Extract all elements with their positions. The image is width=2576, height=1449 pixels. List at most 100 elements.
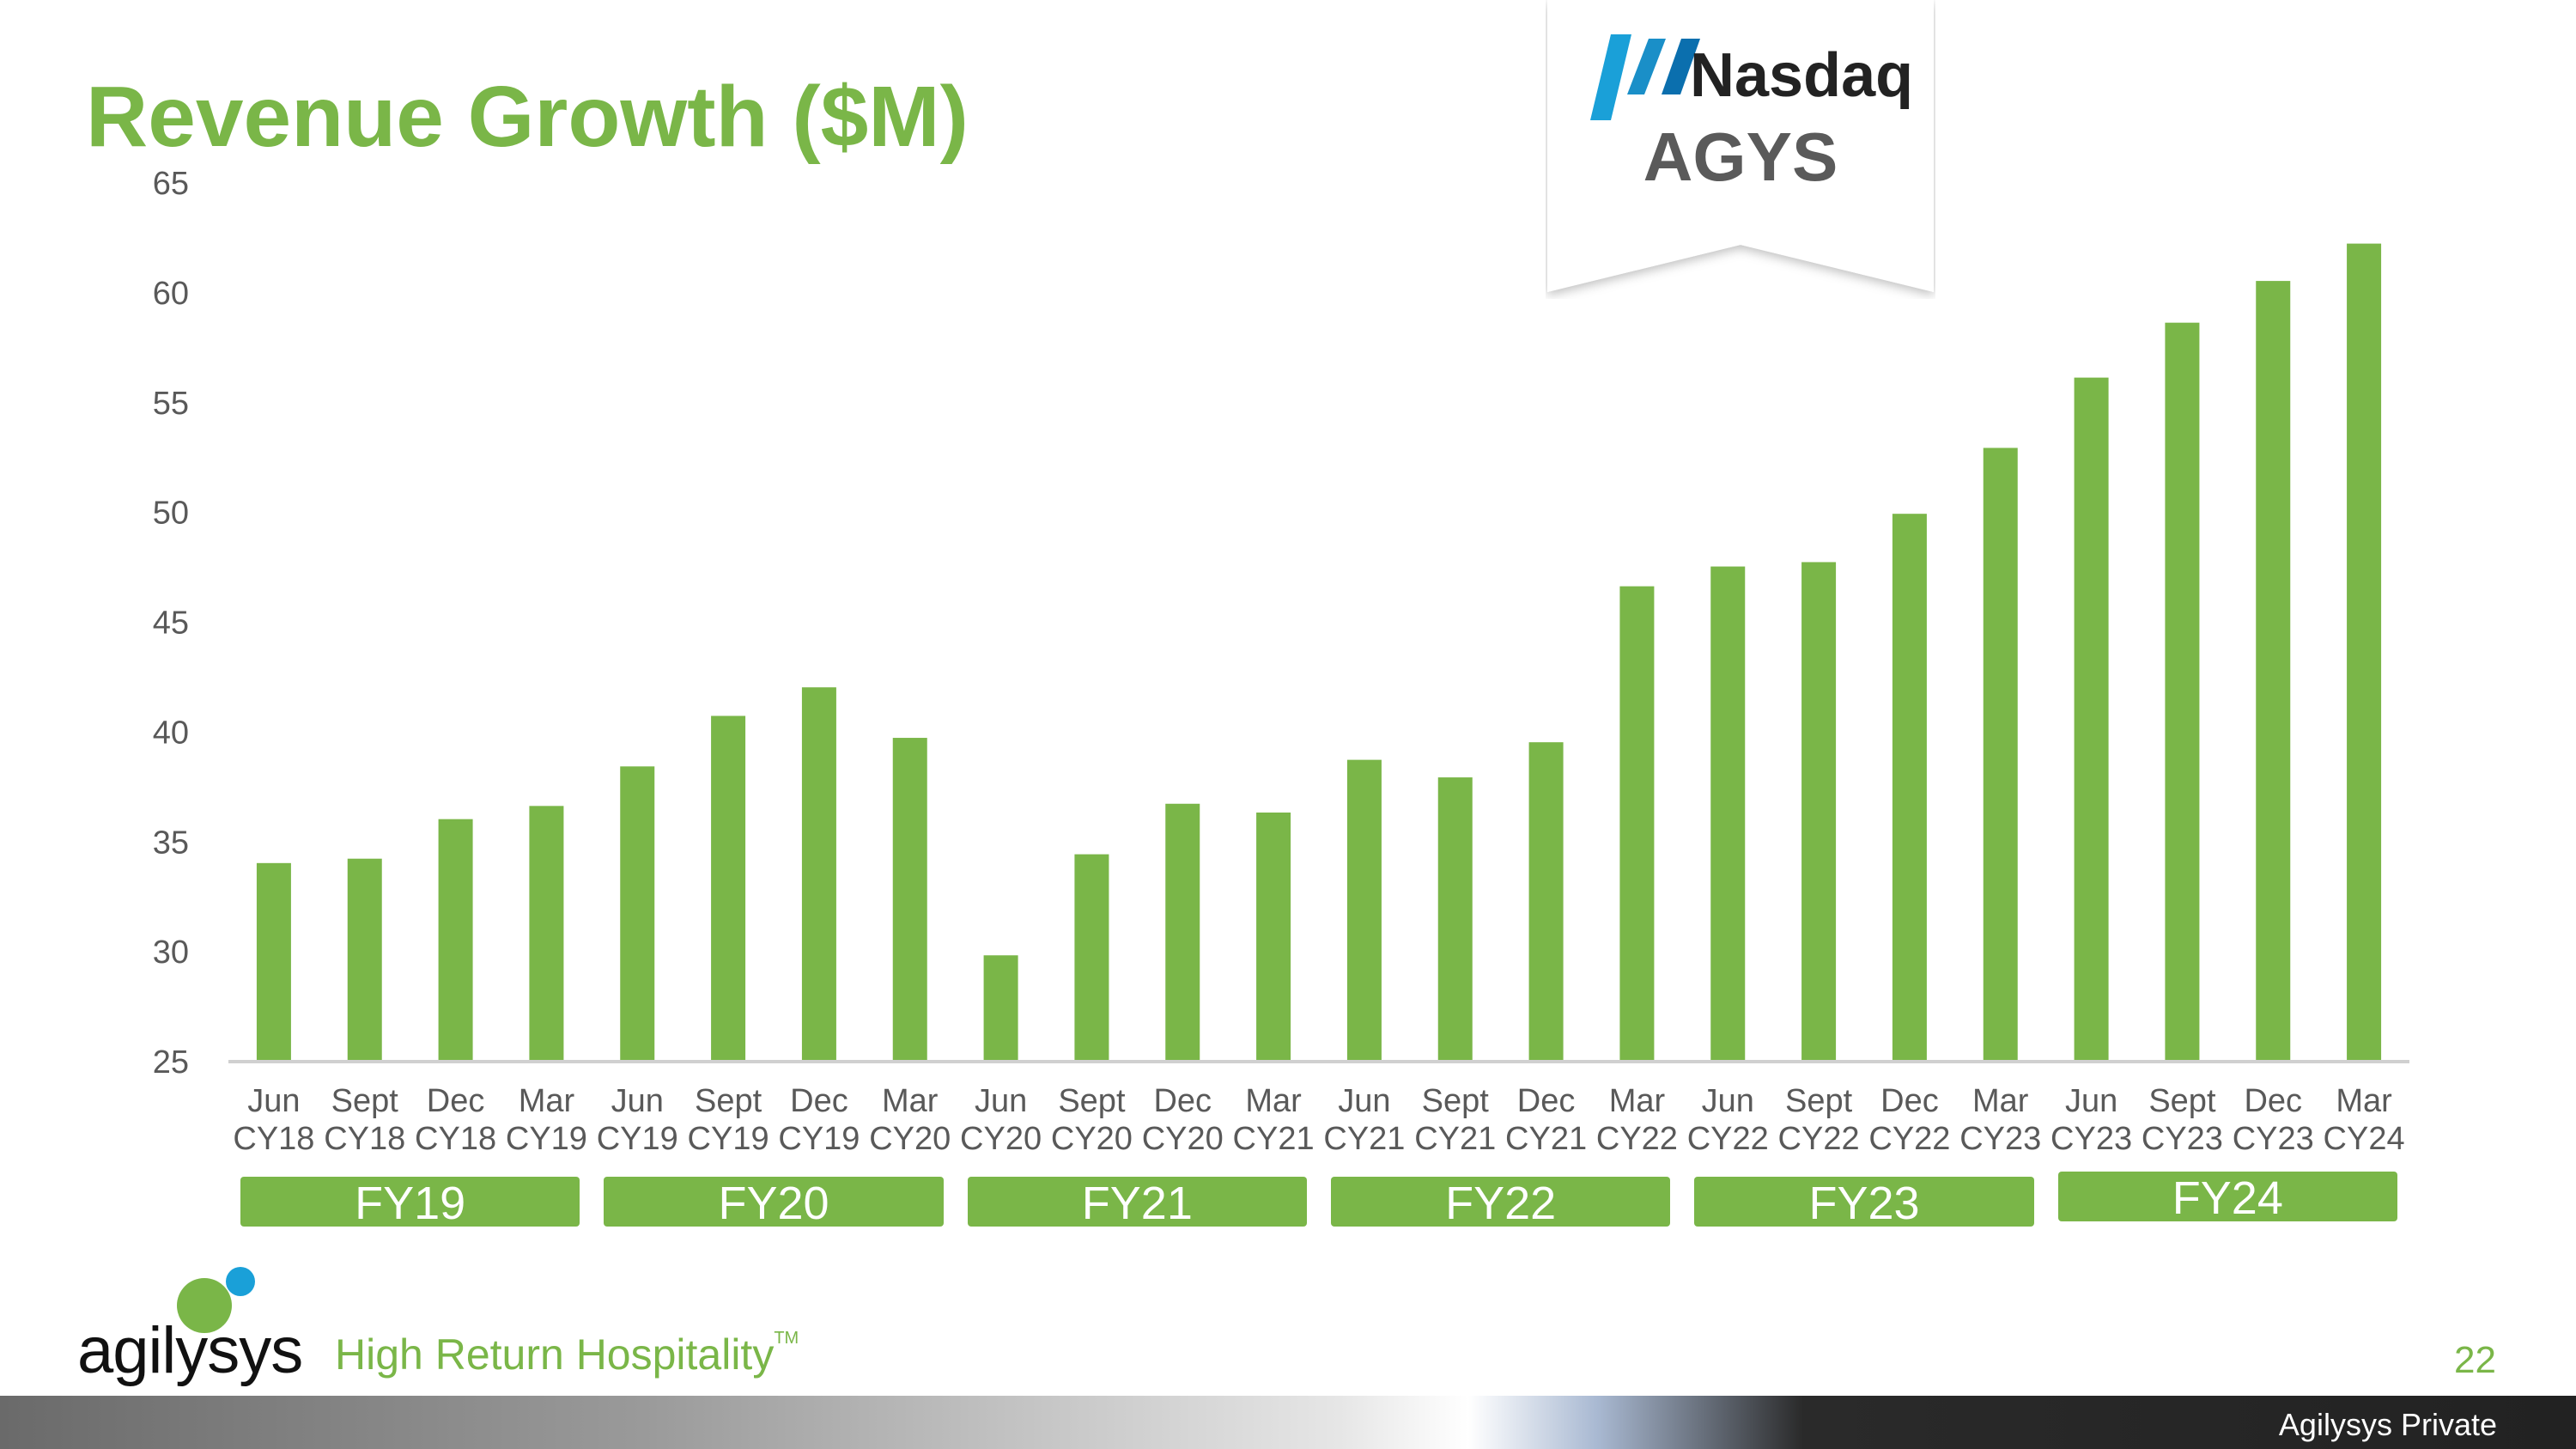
y-tick-label: 30 xyxy=(153,935,189,971)
x-tick-label-month: Mar xyxy=(2336,1083,2392,1119)
x-tick-label-month: Sept xyxy=(331,1083,399,1119)
x-tick-label-year: CY21 xyxy=(1414,1121,1496,1157)
tagline-text: High Return Hospitality xyxy=(335,1330,775,1379)
x-tick-label-year: CY19 xyxy=(688,1121,769,1157)
x-tick-label-month: Jun xyxy=(611,1083,664,1119)
x-tick-label-month: Dec xyxy=(790,1083,848,1119)
x-tick-label-month: Sept xyxy=(695,1083,762,1119)
x-tick-label-year: CY23 xyxy=(2050,1121,2132,1157)
nasdaq-logo-icon xyxy=(1590,34,1700,120)
x-tick-label-year: CY19 xyxy=(506,1121,587,1157)
bar xyxy=(2074,377,2109,1061)
bar xyxy=(2165,322,2200,1061)
trademark-mark: TM xyxy=(774,1329,799,1348)
bar xyxy=(1074,854,1109,1061)
x-tick-label-year: CY19 xyxy=(778,1121,860,1157)
fiscal-year-label: FY20 xyxy=(604,1177,944,1229)
bar xyxy=(529,806,564,1061)
x-tick-label-year: CY22 xyxy=(1778,1121,1860,1157)
bar xyxy=(1892,514,1927,1061)
x-tick-label-year: CY24 xyxy=(2324,1121,2405,1157)
bar xyxy=(1256,813,1291,1061)
x-tick-label-month: Dec xyxy=(1880,1083,1939,1119)
x-tick-label-month: Dec xyxy=(1517,1083,1576,1119)
bar xyxy=(2347,243,2382,1061)
x-tick-label-month: Sept xyxy=(1422,1083,1490,1119)
page-number: 22 xyxy=(2454,1339,2496,1381)
bar xyxy=(1437,777,1473,1061)
x-tick-label-month: Jun xyxy=(1338,1083,1390,1119)
bar xyxy=(1528,742,1564,1061)
x-tick-label-month: Dec xyxy=(1153,1083,1212,1119)
x-tick-label-year: CY22 xyxy=(1868,1121,1950,1157)
x-tick-label-month: Jun xyxy=(247,1083,300,1119)
x-tick-label-year: CY23 xyxy=(2233,1121,2314,1157)
y-tick-label: 35 xyxy=(153,825,189,861)
bar xyxy=(256,862,291,1061)
x-tick-label-year: CY21 xyxy=(1505,1121,1587,1157)
x-tick-label-month: Dec xyxy=(2244,1083,2302,1119)
x-tick-label-month: Sept xyxy=(2148,1083,2216,1119)
bar xyxy=(1619,586,1655,1061)
classification-label: Agilysys Private xyxy=(2278,1407,2497,1442)
bar xyxy=(1346,759,1382,1061)
bar xyxy=(801,687,836,1061)
x-tick-label-year: CY20 xyxy=(1051,1121,1133,1157)
slide-title: Revenue Growth ($M) xyxy=(86,69,969,165)
x-tick-label-month: Mar xyxy=(1245,1083,1302,1119)
tagline: High Return HospitalityTM xyxy=(335,1330,799,1379)
bar xyxy=(2256,281,2291,1061)
bar xyxy=(438,819,473,1061)
x-tick-label-year: CY19 xyxy=(597,1121,678,1157)
ticker-symbol: AGYS xyxy=(1643,119,1838,195)
x-tick-label-month: Jun xyxy=(2065,1083,2117,1119)
x-tick-label-year: CY18 xyxy=(415,1121,496,1157)
fiscal-year-label: FY23 xyxy=(1694,1177,2034,1229)
x-tick-label-month: Mar xyxy=(519,1083,575,1119)
nasdaq-wordmark: Nasdaq xyxy=(1690,41,1914,110)
bar xyxy=(711,715,746,1061)
fiscal-year-label: FY21 xyxy=(967,1177,1307,1229)
y-tick-label: 50 xyxy=(153,496,189,532)
x-tick-label-year: CY20 xyxy=(1142,1121,1224,1157)
x-tick-label-month: Mar xyxy=(1609,1083,1666,1119)
brand-name: agilysys xyxy=(77,1314,303,1387)
bar xyxy=(1801,562,1837,1061)
footer-bar xyxy=(0,1396,2576,1449)
x-tick-label-year: CY23 xyxy=(1959,1121,2041,1157)
bar xyxy=(983,955,1018,1061)
x-tick-label-year: CY23 xyxy=(2142,1121,2223,1157)
x-tick-label-month: Dec xyxy=(427,1083,485,1119)
bar xyxy=(1710,566,1746,1061)
y-tick-label: 40 xyxy=(153,715,189,751)
agilysys-logo-icon xyxy=(177,1267,255,1333)
x-tick-label-year: CY20 xyxy=(960,1121,1042,1157)
fiscal-year-label: FY24 xyxy=(2057,1172,2397,1224)
bar xyxy=(892,738,927,1061)
x-tick-label-year: CY22 xyxy=(1687,1121,1769,1157)
x-tick-label-year: CY18 xyxy=(233,1121,314,1157)
x-tick-label-month: Sept xyxy=(1058,1083,1126,1119)
bar xyxy=(1165,803,1200,1061)
x-tick-label-year: CY21 xyxy=(1323,1121,1405,1157)
fiscal-year-label: FY22 xyxy=(1331,1177,1671,1229)
x-tick-label-month: Mar xyxy=(882,1083,939,1119)
bar xyxy=(347,858,382,1061)
x-tick-label-month: Mar xyxy=(1972,1083,2029,1119)
x-tick-label-year: CY20 xyxy=(869,1121,951,1157)
x-tick-label-month: Jun xyxy=(1702,1083,1754,1119)
y-tick-label: 45 xyxy=(153,606,189,642)
x-tick-label-month: Sept xyxy=(1785,1083,1853,1119)
x-tick-label-year: CY21 xyxy=(1233,1121,1315,1157)
x-tick-label-month: Jun xyxy=(975,1083,1027,1119)
bar xyxy=(1983,447,2018,1061)
y-tick-label: 60 xyxy=(153,276,189,312)
x-tick-label-year: CY22 xyxy=(1596,1121,1678,1157)
y-tick-label: 25 xyxy=(153,1044,189,1081)
bar xyxy=(620,766,655,1061)
nasdaq-badge xyxy=(1547,0,1934,292)
fiscal-year-label: FY19 xyxy=(240,1177,580,1229)
y-tick-label: 55 xyxy=(153,386,189,422)
x-tick-label-year: CY18 xyxy=(324,1121,405,1157)
